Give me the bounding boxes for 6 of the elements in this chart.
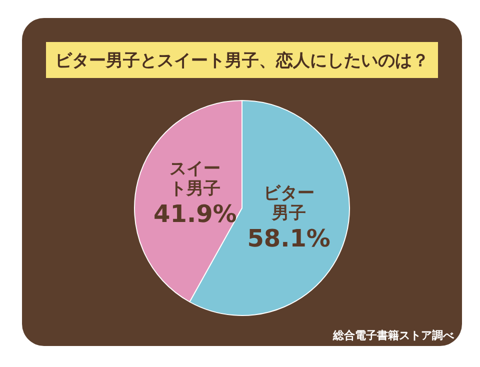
slice-label: スイート男子: [170, 159, 221, 200]
data-label: 41.9%: [154, 200, 237, 228]
slice-label: ビター男子: [263, 184, 314, 224]
text: 総合電子書籍ストア調べ: [333, 328, 454, 343]
data-label: 58.1%: [247, 224, 330, 252]
chart-title: ビター男子とスイート男子、恋人にしたいのは？: [46, 42, 438, 78]
